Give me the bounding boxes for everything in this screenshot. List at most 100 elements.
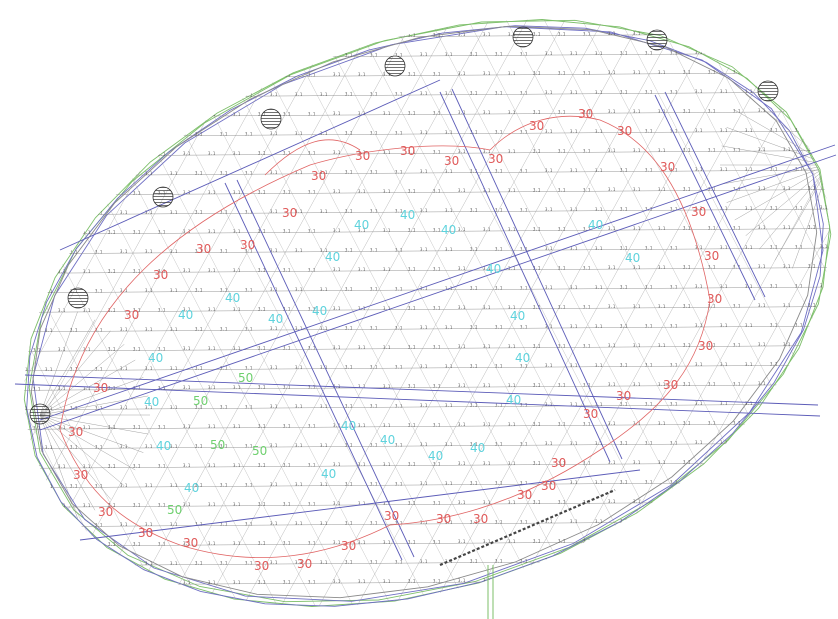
grid-tick-label: 3.1 (283, 384, 291, 389)
contour-value-label: 30 (124, 308, 139, 322)
grid-tick-label: 3.1 (45, 367, 53, 372)
grid-tick-label: 3.1 (520, 558, 528, 563)
grid-tick-label: 3.1 (133, 269, 141, 274)
grid-tick-label: 3.1 (283, 228, 291, 233)
grid-tick-label: 3.1 (470, 520, 478, 525)
contour-value-label: 30 (704, 249, 719, 263)
grid-tick-label: 3.1 (533, 188, 541, 193)
grid-tick-label: 3.1 (383, 462, 391, 467)
mesh-diagonal-line (685, 0, 838, 619)
grid-tick-label: 3.1 (583, 421, 591, 426)
grid-tick-label: 3.1 (658, 421, 666, 426)
grid-tick-label: 3.1 (695, 518, 703, 523)
grid-tick-label: 3.1 (170, 561, 178, 566)
grid-tick-label: 3.1 (8, 230, 16, 235)
grid-tick-label: 3.1 (395, 208, 403, 213)
grid-tick-label: 3.1 (58, 464, 66, 469)
grid-tick-label: 3.1 (20, 367, 28, 372)
grid-tick-label: 3.1 (708, 264, 716, 269)
grid-tick-label: 3.1 (145, 93, 153, 98)
grid-tick-label: 3.1 (483, 500, 491, 505)
grid-tick-label: 3.1 (608, 460, 616, 465)
grid-tick-label: 3.1 (233, 229, 241, 234)
grid-tick-label: 3.1 (695, 362, 703, 367)
mesh-row-line (0, 403, 838, 411)
grid-tick-label: 3.1 (170, 522, 178, 527)
column-hole (152, 186, 174, 208)
grid-tick-label: 3.1 (458, 422, 466, 427)
grid-tick-label: 3.1 (783, 303, 791, 308)
grid-tick-label: 3.1 (120, 405, 128, 410)
grid-tick-label: 3.1 (208, 502, 216, 507)
mesh-row-line (0, 189, 838, 196)
grid-tick-label: 3.1 (683, 265, 691, 270)
grid-tick-label: 3.1 (370, 442, 378, 447)
grid-tick-label: 3.1 (795, 361, 803, 366)
grid-tick-label: 3.1 (795, 49, 803, 54)
grid-tick-label: 3.1 (220, 366, 228, 371)
grid-tick-label: 3.1 (458, 227, 466, 232)
grid-tick-label: 3.1 (170, 132, 178, 137)
grid-tick-label: 3.1 (270, 404, 278, 409)
grid-tick-label: 3.1 (283, 462, 291, 467)
grid-tick-label: 3.1 (170, 327, 178, 332)
contour-value-label: 40 (506, 393, 521, 407)
grid-tick-label: 3.1 (358, 72, 366, 77)
grid-tick-label: 3.1 (108, 464, 116, 469)
grid-tick-label: 3.1 (233, 268, 241, 273)
grid-tick-label: 3.1 (283, 33, 291, 38)
grid-tick-label: 3.1 (333, 579, 341, 584)
grid-tick-label: 3.1 (258, 151, 266, 156)
grid-tick-label: 3.1 (170, 171, 178, 176)
grid-tick-label: 3.1 (33, 35, 41, 40)
mesh-fan-line (39, 377, 144, 416)
grid-tick-label: 3.1 (570, 441, 578, 446)
grid-tick-label: 3.1 (708, 420, 716, 425)
mesh-diagonal-line (45, 0, 387, 619)
grid-tick-label: 3.1 (508, 500, 516, 505)
grid-tick-label: 3.1 (258, 502, 266, 507)
grid-tick-label: 3.1 (820, 10, 828, 15)
grid-tick-label: 3.1 (795, 478, 803, 483)
grid-tick-label: 3.1 (520, 90, 528, 95)
grid-tick-label: 3.1 (33, 347, 41, 352)
grid-tick-label: 3.1 (283, 540, 291, 545)
grid-tick-label: 3.1 (95, 483, 103, 488)
grid-tick-label: 3.1 (270, 482, 278, 487)
grid-tick-label: 3.1 (745, 167, 753, 172)
grid-tick-label: 3.1 (383, 501, 391, 506)
contour-value-label: 40 (321, 467, 336, 481)
grid-tick-label: 3.1 (233, 580, 241, 585)
grid-tick-label: 3.1 (470, 52, 478, 57)
grid-tick-label: 3.1 (545, 324, 553, 329)
grid-tick-label: 3.1 (745, 89, 753, 94)
grid-tick-label: 3.1 (670, 128, 678, 133)
grid-tick-label: 3.1 (133, 191, 141, 196)
beam-line (236, 179, 415, 558)
grid-tick-label: 3.1 (245, 560, 253, 565)
grid-tick-label: 3.1 (320, 14, 328, 19)
grid-tick-label: 3.1 (95, 15, 103, 20)
grid-tick-label: 3.1 (370, 91, 378, 96)
grid-tick-label: 3.1 (808, 264, 816, 269)
grid-tick-label: 3.1 (208, 346, 216, 351)
grid-tick-label: 3.1 (45, 133, 53, 138)
grid-tick-label: 3.1 (520, 480, 528, 485)
grid-tick-label: 3.1 (558, 227, 566, 232)
grid-tick-label: 3.1 (495, 247, 503, 252)
grid-tick-label: 3.1 (408, 228, 416, 233)
grid-tick-label: 3.1 (733, 186, 741, 191)
grid-tick-label: 3.1 (695, 50, 703, 55)
grid-tick-label: 3.1 (58, 191, 66, 196)
contour-value-label: 30 (698, 339, 713, 353)
grid-tick-label: 3.1 (583, 343, 591, 348)
mesh-diagonal-line (83, 0, 425, 619)
grid-tick-label: 3.1 (508, 539, 516, 544)
grid-tick-label: 3.1 (108, 152, 116, 157)
grid-tick-label: 3.1 (45, 55, 53, 60)
grid-tick-label: 3.1 (8, 308, 16, 313)
grid-tick-label: 3.1 (758, 381, 766, 386)
grid-tick-label: 3.1 (233, 307, 241, 312)
grid-tick-label: 3.1 (345, 248, 353, 253)
grid-tick-label: 3.1 (720, 167, 728, 172)
